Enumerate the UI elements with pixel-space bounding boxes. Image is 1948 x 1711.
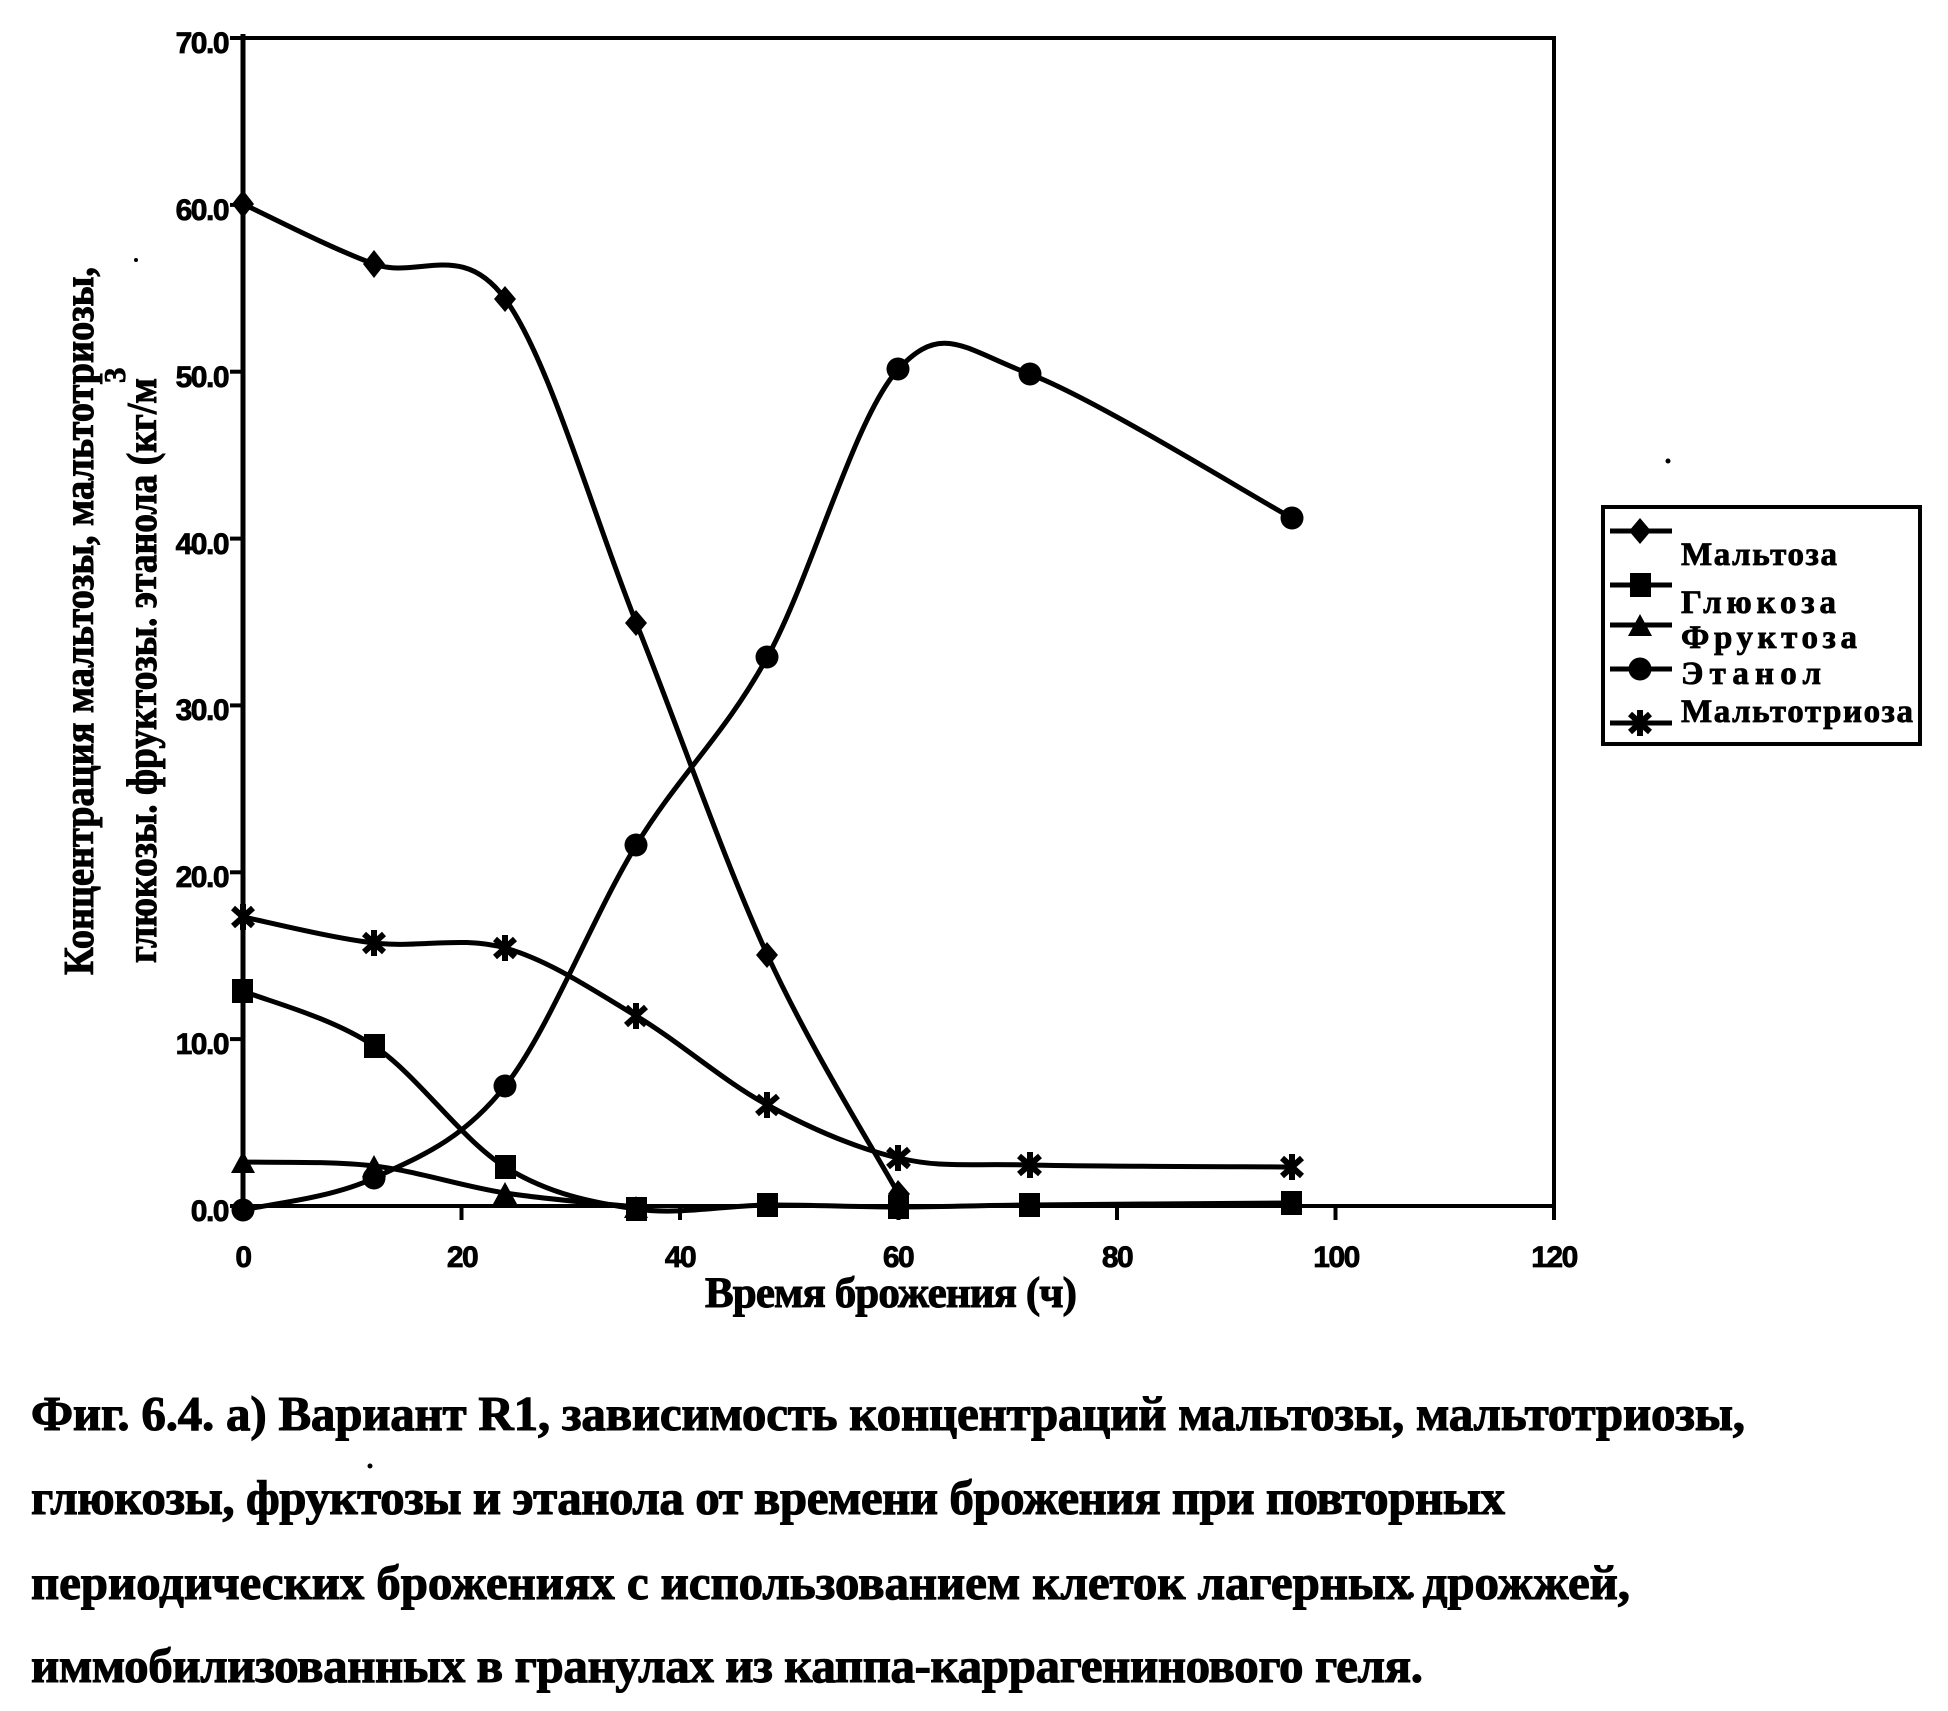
- svg-text:70.0: 70.0: [176, 27, 229, 60]
- svg-text:глюкозы. фруктозы. этанола (кг: глюкозы. фруктозы. этанола (кг/м: [120, 378, 166, 963]
- svg-text:40: 40: [665, 1241, 696, 1274]
- svg-text:30.0: 30.0: [176, 694, 229, 727]
- svg-text:3: 3: [97, 368, 132, 384]
- svg-text:Фиг. 6.4. а) Вариант R1, завис: Фиг. 6.4. а) Вариант R1, зависимость кон…: [31, 1386, 1745, 1441]
- svg-text:Мальтотриоза: Мальтотриоза: [1681, 694, 1913, 730]
- svg-text:20: 20: [447, 1241, 478, 1274]
- svg-text:Фруктоза: Фруктоза: [1681, 620, 1857, 656]
- svg-text:Глюкоза: Глюкоза: [1681, 585, 1836, 621]
- svg-text:Концентрация мальтозы, мальтот: Концентрация мальтозы, мальтотриозы,: [57, 267, 103, 975]
- svg-text:100: 100: [1313, 1241, 1359, 1274]
- svg-text:40.0: 40.0: [176, 528, 229, 561]
- svg-text:Время брожения (ч): Время брожения (ч): [705, 1270, 1077, 1317]
- svg-text:60.0: 60.0: [176, 194, 229, 227]
- svg-text:50.0: 50.0: [176, 361, 229, 394]
- svg-text:0.0: 0.0: [191, 1195, 229, 1228]
- svg-text:0: 0: [235, 1241, 251, 1274]
- svg-text:глюкозы, фруктозы и этанола от: глюкозы, фруктозы и этанола от времени б…: [31, 1470, 1506, 1525]
- svg-text:Мальтоза: Мальтоза: [1681, 537, 1837, 573]
- svg-text:периодических брожениях с испо: периодических брожениях с использованием…: [31, 1555, 1630, 1610]
- svg-text:80: 80: [1102, 1241, 1133, 1274]
- svg-text:60: 60: [883, 1241, 914, 1274]
- svg-text:10.0: 10.0: [176, 1028, 229, 1061]
- svg-text:20.0: 20.0: [176, 861, 229, 894]
- svg-text:иммобилизованных в гранулах из: иммобилизованных в гранулах из каппа-кар…: [31, 1638, 1423, 1693]
- svg-text:120: 120: [1531, 1241, 1577, 1274]
